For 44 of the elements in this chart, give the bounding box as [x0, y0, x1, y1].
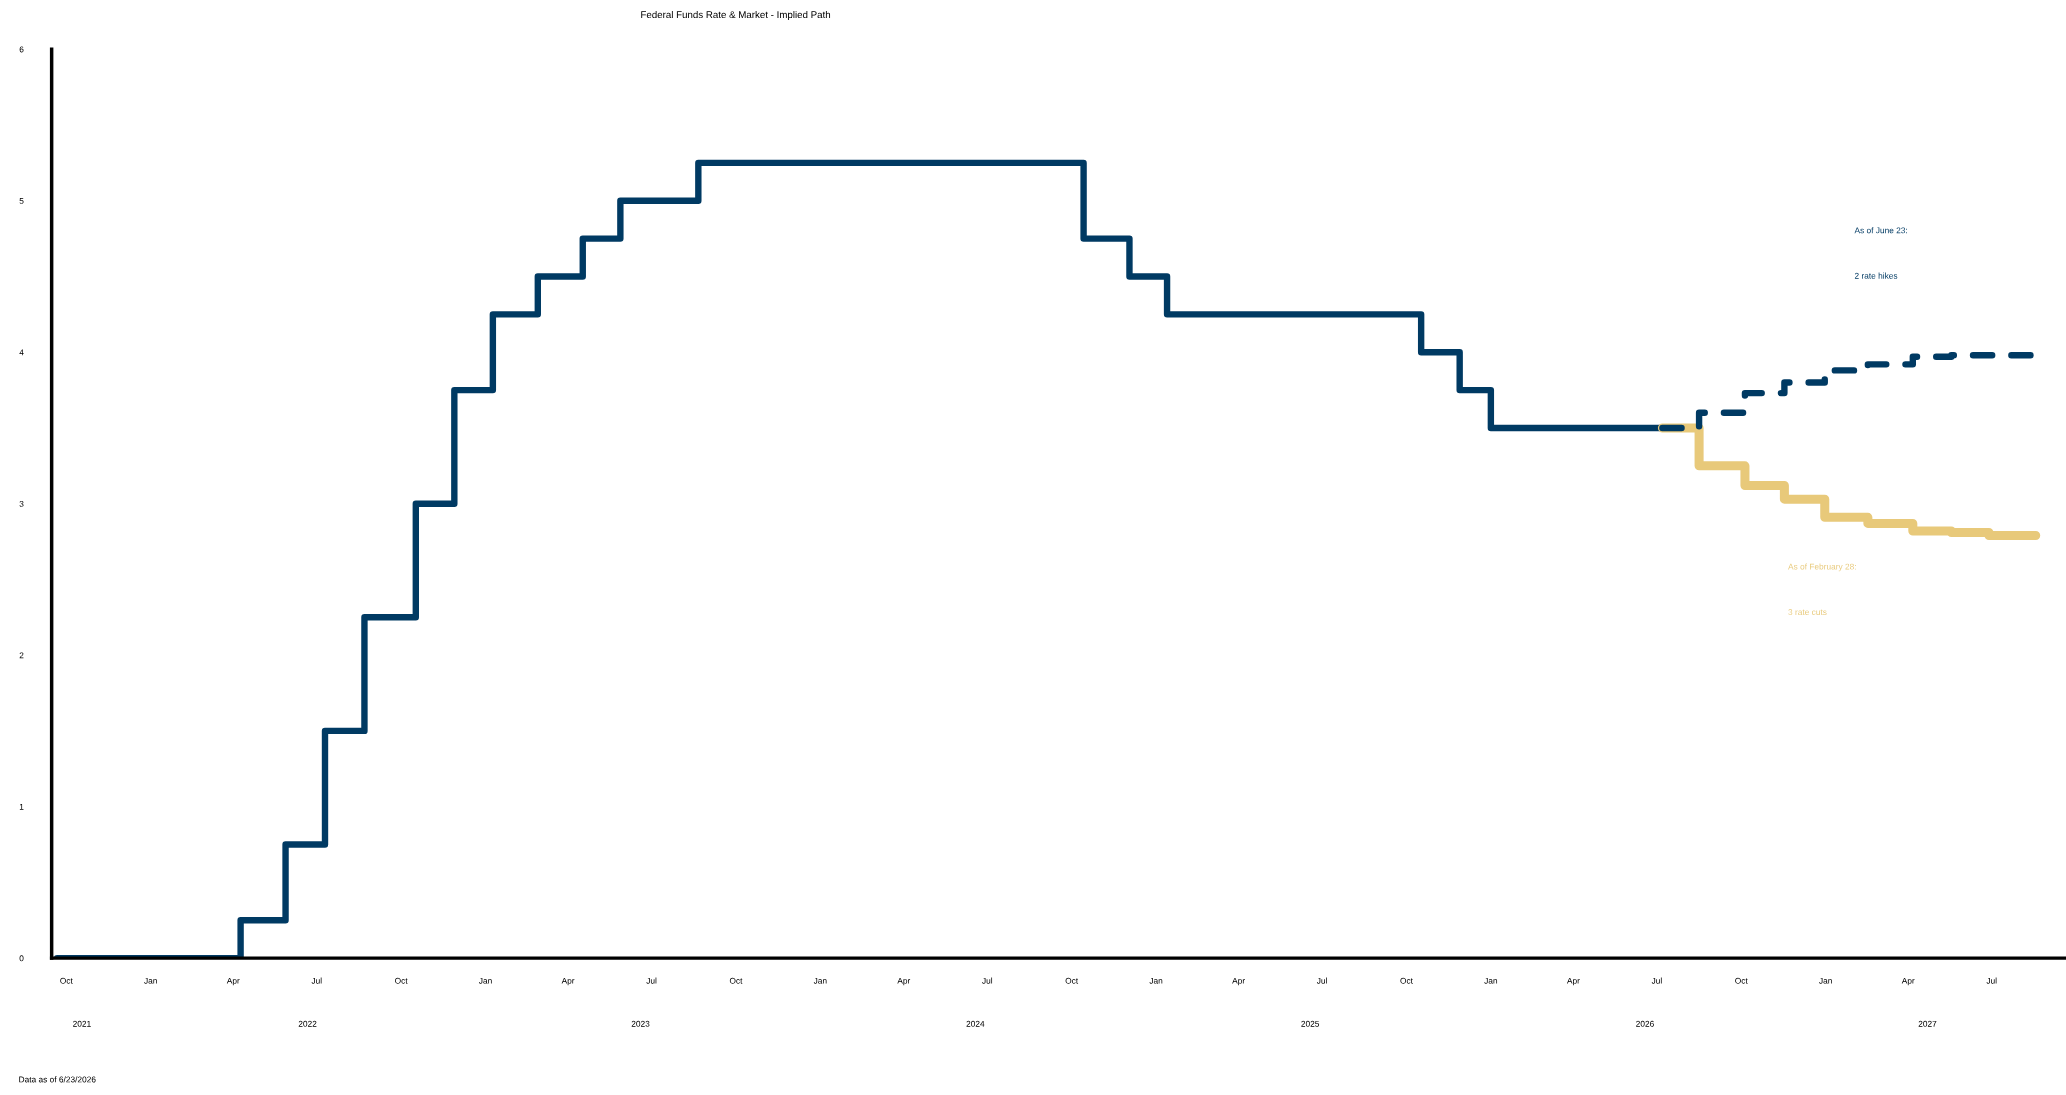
- y-tick-label: 6: [19, 46, 24, 53]
- x-tick-label: Jan: [1819, 977, 1832, 984]
- y-tick-label: 5: [19, 198, 24, 204]
- x-tick-label: Jan: [478, 977, 492, 984]
- x-tick-label: Oct: [60, 977, 73, 984]
- x-tick-label: Apr: [897, 977, 911, 986]
- x-tick-label: Jan: [813, 977, 827, 984]
- annotation: 2 rate hikes: [1854, 272, 1898, 279]
- x-tick-label: Jan: [1484, 977, 1498, 984]
- x2-tick-label: 2024: [966, 1020, 985, 1027]
- x-tick-label: Jul: [311, 977, 322, 984]
- x2-tick-label: 2023: [631, 1020, 650, 1027]
- x-tick-label: Oct: [1400, 977, 1413, 984]
- x2-tick-label: 2022: [298, 1020, 317, 1027]
- x-tick-label: Jul: [646, 977, 657, 984]
- y-tick-label: 1: [19, 803, 24, 810]
- annotation: 3 rate cuts: [1788, 609, 1827, 615]
- y-tick-label: 3: [19, 500, 24, 507]
- x-tick-label: Apr: [1566, 977, 1580, 986]
- x-tick-label: Jul: [1986, 977, 1997, 984]
- x-tick-label: Jan: [144, 977, 157, 984]
- x-tick-label: Jul: [982, 977, 993, 984]
- x-tick-label: Apr: [1232, 977, 1245, 986]
- text: Data as of 6/23/2026: [19, 1076, 96, 1083]
- chart-title: Federal Funds Rate & Market - Implied Path: [641, 10, 831, 21]
- x2-tick-label: 2027: [1918, 1020, 1937, 1027]
- x-tick-label: Apr: [561, 977, 575, 986]
- x-tick-label: Oct: [729, 977, 743, 984]
- x-tick-label: Jan: [1149, 977, 1163, 984]
- y-tick-label: 4: [19, 349, 24, 356]
- y-tick-label: 0: [19, 955, 24, 962]
- annotation: As of June 23:: [1854, 227, 1908, 234]
- x-tick-label: Oct: [395, 977, 408, 984]
- x2-tick-label: 2026: [1636, 1020, 1654, 1027]
- annotation: As of February 28:: [1788, 563, 1856, 572]
- y-tick-label: 2: [19, 652, 24, 659]
- x2-tick-label: 2025: [1301, 1020, 1320, 1027]
- x-tick-label: Apr: [226, 977, 240, 986]
- x-tick-label: Jul: [1316, 977, 1327, 984]
- x-tick-label: Oct: [1735, 977, 1748, 984]
- x-tick-label: Jul: [1651, 977, 1662, 984]
- x-tick-label: Oct: [1065, 977, 1079, 984]
- x-tick-label: Apr: [1901, 977, 1915, 986]
- x2-tick-label: 2021: [73, 1020, 91, 1027]
